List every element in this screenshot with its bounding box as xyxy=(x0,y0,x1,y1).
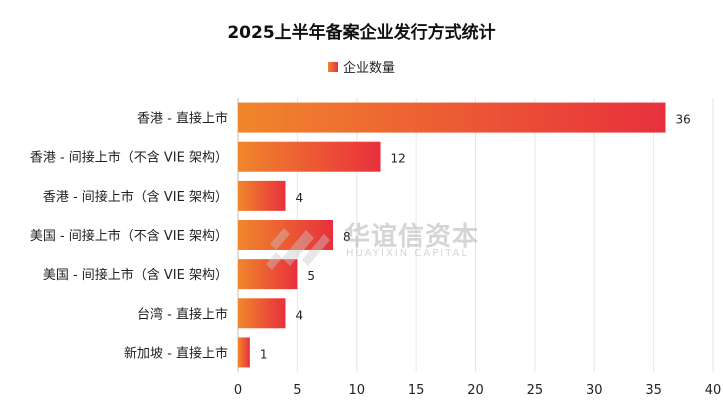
data-label: 4 xyxy=(296,308,304,322)
bar xyxy=(238,259,298,290)
data-label: 36 xyxy=(676,113,691,127)
bars xyxy=(238,102,666,368)
category-label: 新加坡 - 直接上市 xyxy=(124,345,228,361)
legend-label: 企业数量 xyxy=(342,61,395,76)
category-label: 香港 - 间接上市（含 VIE 架构） xyxy=(43,189,228,205)
x-tick-label: 30 xyxy=(586,383,603,398)
category-label: 美国 - 间接上市（含 VIE 架构） xyxy=(43,267,228,283)
bar xyxy=(238,298,286,329)
legend-swatch xyxy=(327,61,338,72)
category-label: 台湾 - 直接上市 xyxy=(137,306,228,322)
x-tick-label: 0 xyxy=(234,383,242,398)
category-label: 香港 - 直接上市 xyxy=(137,111,228,127)
data-label: 4 xyxy=(296,191,304,205)
data-label: 8 xyxy=(343,230,351,244)
x-tick-label: 25 xyxy=(527,383,544,398)
data-label: 12 xyxy=(391,152,406,166)
bar xyxy=(238,337,250,368)
x-tick-label: 20 xyxy=(467,383,484,398)
data-label: 1 xyxy=(260,347,268,361)
x-tick-label: 35 xyxy=(645,383,662,398)
category-label: 香港 - 间接上市（不含 VIE 架构） xyxy=(30,150,228,166)
x-tick-label: 15 xyxy=(408,383,425,398)
data-label: 5 xyxy=(307,269,315,283)
chart-legend: 企业数量 xyxy=(0,57,723,76)
chart-title: 2025上半年备案企业发行方式统计 xyxy=(227,23,496,43)
bar xyxy=(238,141,381,172)
bar xyxy=(238,180,286,211)
bar xyxy=(238,220,333,250)
category-label: 美国 - 间接上市（不含 VIE 架构） xyxy=(30,228,228,244)
x-tick-label: 5 xyxy=(293,383,301,398)
x-tick-label: 10 xyxy=(348,383,365,398)
x-tick-label: 40 xyxy=(705,383,722,398)
bar xyxy=(238,102,666,133)
